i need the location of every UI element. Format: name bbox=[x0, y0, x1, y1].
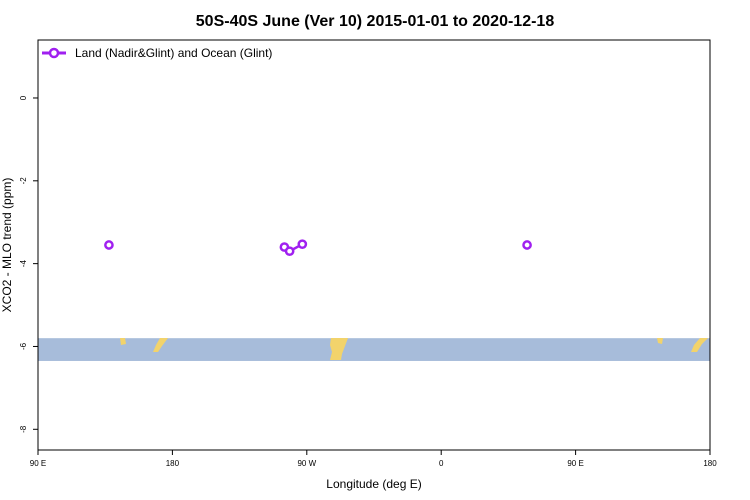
land-patch bbox=[153, 338, 168, 352]
x-tick-label: 90 W bbox=[297, 459, 316, 468]
data-point bbox=[104, 240, 114, 250]
y-axis: 0 -2 -4 -6 -8 bbox=[19, 95, 38, 433]
y-axis-label: XCO2 - MLO trend (ppm) bbox=[0, 178, 14, 313]
legend-entry-label: Land (Nadir&Glint) and Ocean (Glint) bbox=[75, 46, 272, 60]
x-axis: 90 E 180 90 W 0 90 E 180 bbox=[30, 450, 717, 468]
data-point bbox=[284, 246, 295, 257]
legend-marker bbox=[48, 47, 60, 59]
x-axis-label: Longitude (deg E) bbox=[326, 477, 421, 491]
legend: Land (Nadir&Glint) and Ocean (Glint) bbox=[42, 46, 272, 60]
x-tick-label: 180 bbox=[166, 459, 180, 468]
y-tick-label: -8 bbox=[19, 425, 28, 433]
y-tick-label: 0 bbox=[19, 95, 28, 100]
x-tick-label: 180 bbox=[703, 459, 717, 468]
x-tick-label: 90 E bbox=[567, 459, 583, 468]
chart-title: 50S-40S June (Ver 10) 2015-01-01 to 2020… bbox=[196, 13, 555, 30]
data-point bbox=[522, 240, 532, 250]
y-tick-label: -4 bbox=[19, 260, 28, 268]
land-patch bbox=[691, 338, 708, 352]
series-points bbox=[104, 239, 532, 257]
land-patch bbox=[657, 338, 663, 344]
plot-frame bbox=[37, 39, 711, 451]
y-tick-label: -6 bbox=[19, 342, 28, 350]
land-patch bbox=[330, 338, 348, 360]
y-tick-label: -2 bbox=[19, 177, 28, 185]
x-tick-label: 90 E bbox=[30, 459, 46, 468]
land-patch bbox=[120, 338, 126, 345]
ocean-band bbox=[38, 338, 710, 361]
map-band bbox=[38, 338, 710, 361]
x-tick-label: 0 bbox=[439, 459, 444, 468]
data-point bbox=[297, 239, 308, 250]
